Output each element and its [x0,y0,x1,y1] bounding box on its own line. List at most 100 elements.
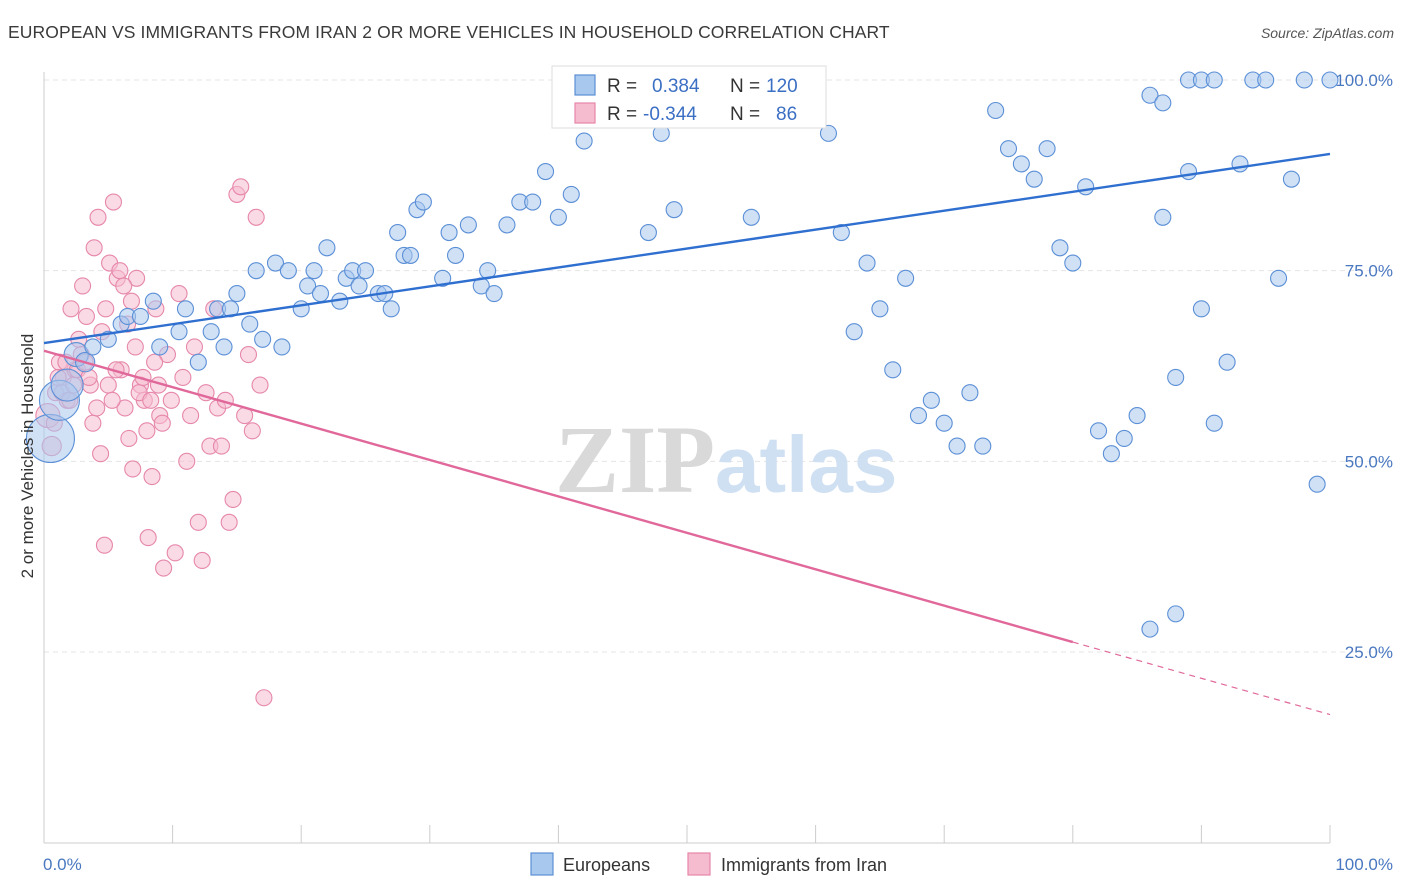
legend: Europeans Immigrants from Iran [530,852,887,876]
europeans-point-12 [176,300,195,318]
stats-r-label-europeans: R = [607,76,637,97]
europeans-point-19 [228,284,246,303]
trend-line-iran [43,349,1074,644]
iran-point-27 [143,468,161,486]
watermark-atlas: atlas [715,420,897,509]
europeans-point-53 [524,193,542,211]
europeans-point-43 [414,193,432,211]
iran-point-21 [120,429,138,448]
europeans-point-56 [562,185,580,203]
europeans-point-45 [440,223,458,242]
europeans-point-26 [292,300,310,318]
europeans-point-93 [1064,254,1082,272]
iran-point-50 [232,178,250,196]
europeans-point-24 [273,338,291,356]
stats-swatch-iran [574,102,596,124]
iran-point-48 [224,490,242,509]
iran-point-17 [104,193,122,211]
iran-point-67 [84,414,102,432]
europeans-point-28 [305,262,323,280]
europeans-point-22 [254,330,272,348]
europeans-point-61 [639,223,657,242]
iran-point-38 [185,338,204,356]
europeans-point-89 [1012,155,1030,173]
iran-point-77 [122,292,140,310]
europeans-point-115 [1154,208,1172,226]
iran-point-70 [95,536,113,554]
iran-point-10 [77,307,95,325]
europeans-point-54 [536,162,555,181]
europeans-point-47 [459,216,477,234]
europeans-point-111 [1295,71,1313,89]
europeans-point-90 [1025,170,1043,188]
watermark-zip: ZIP [555,406,715,513]
europeans-point-106 [1231,155,1249,173]
stats-n-label-iran: N = [730,104,760,125]
stats-n-label-europeans: N = [730,76,760,97]
iran-point-78 [126,338,144,356]
iran-point-74 [111,262,129,280]
trend-line-europeans [43,152,1331,345]
europeans-point-100 [1154,94,1172,112]
stats-n-europeans: 120 [766,76,798,97]
europeans-point-21 [247,262,265,280]
europeans-point-57 [575,132,593,150]
y-tick-label-3: 100.0% [1335,71,1393,90]
europeans-point-17 [215,338,233,356]
iran-point-75 [115,277,133,295]
europeans-point-25 [279,262,297,280]
europeans-point-114 [1141,620,1159,638]
iran-point-71 [99,376,117,394]
europeans-point-116 [1167,605,1185,623]
iran-point-53 [243,422,261,440]
stats-r-label-iran: R = [607,104,637,125]
europeans-point-110 [1282,170,1300,188]
europeans-point-113 [1321,71,1339,89]
iran-point-55 [251,376,269,394]
iran-point-82 [142,391,160,409]
europeans-point-29 [311,284,330,303]
y-tick-label-0: 25.0% [1345,643,1393,662]
stats-swatch-europeans [574,74,596,96]
europeans-point-14 [170,323,188,341]
iran-point-26 [139,529,157,547]
europeans-point-79 [884,361,902,379]
europeans-point-87 [987,101,1005,120]
europeans-point-119 [1205,71,1223,89]
iran-point-52 [239,346,258,364]
europeans-point-27 [299,277,317,295]
europeans-point-94 [1077,178,1095,196]
iran-point-36 [178,452,196,470]
chart-title: EUROPEAN VS IMMIGRANTS FROM IRAN 2 OR MO… [8,22,890,42]
iran-point-39 [189,513,207,531]
europeans-point-101 [1167,368,1185,386]
europeans-point-41 [401,246,420,264]
y-axis-title: 2 or more Vehicles in Household [18,334,37,579]
europeans-point-55 [549,208,567,226]
europeans-point-96 [1102,445,1120,463]
europeans-point-95 [1089,422,1108,440]
iran-point-54 [247,208,265,226]
iran-point-85 [153,414,171,432]
europeans-point-39 [389,223,407,242]
stats-box-frame [551,65,827,129]
iran-point-40 [193,551,211,570]
europeans-point-80 [897,269,915,287]
europeans-point-97 [1115,429,1133,448]
europeans-point-35 [356,262,375,280]
x-tick-min: 0.0% [43,855,82,874]
europeans-point-74 [819,124,838,142]
legend-label-europeans: Europeans [563,855,650,875]
europeans-point-46 [446,246,465,264]
iran-point-33 [166,544,184,562]
iran-point-72 [103,391,121,409]
europeans-point-10 [151,338,169,356]
europeans-point-83 [935,414,953,432]
trend-lines [43,152,1331,716]
europeans-point-69 [742,208,760,226]
europeans-point-108 [1257,71,1275,89]
europeans-point-86 [974,437,992,455]
y-tick-label-2: 75.0% [1345,262,1393,281]
europeans-point-105 [1218,353,1236,371]
chart-source: Source: ZipAtlas.com [1260,25,1394,41]
